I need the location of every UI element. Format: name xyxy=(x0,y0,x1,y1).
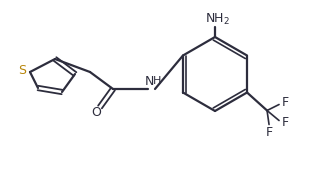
Text: F: F xyxy=(265,126,273,139)
Text: N: N xyxy=(144,74,154,88)
Text: S: S xyxy=(18,64,26,76)
Text: O: O xyxy=(91,105,101,118)
Text: NH$_2$: NH$_2$ xyxy=(204,11,229,26)
Text: F: F xyxy=(282,116,289,129)
Text: F: F xyxy=(282,96,289,109)
Text: H: H xyxy=(153,76,161,86)
